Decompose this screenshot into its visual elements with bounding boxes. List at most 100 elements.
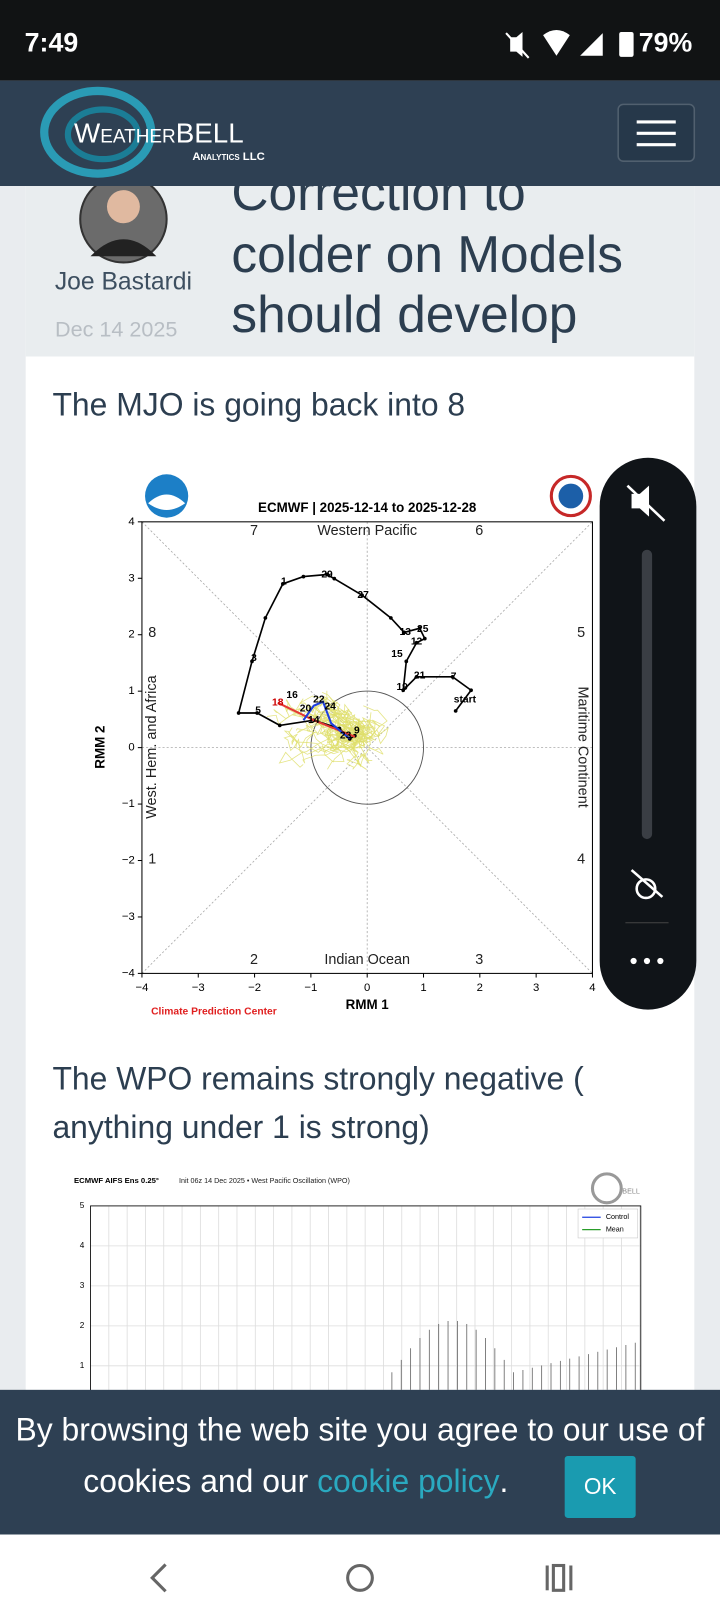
x-tick-label: 1 xyxy=(420,982,426,994)
day-label: 23 xyxy=(340,730,352,741)
phase-label: 8 xyxy=(148,625,156,641)
mute-slash xyxy=(626,484,666,522)
more-button[interactable] xyxy=(630,957,664,965)
volume-mute-button[interactable] xyxy=(631,485,650,517)
vibrate-button[interactable] xyxy=(635,878,657,900)
cookie-text: By browsing the web site you agree to ou… xyxy=(15,1412,704,1448)
phase-label: 5 xyxy=(577,625,585,641)
wifi-icon xyxy=(543,29,570,56)
chart-subtitle: Init 06z 14 Dec 2025 • West Pacific Osci… xyxy=(179,1176,350,1185)
y-tick-label: −3 xyxy=(122,911,135,923)
trajectory-point xyxy=(250,659,254,664)
vibrate-slash xyxy=(630,869,664,898)
noaa-wave xyxy=(148,494,186,510)
y-tick-label: 2 xyxy=(128,629,134,641)
status-time: 7:49 xyxy=(25,27,79,57)
day-label: 9 xyxy=(354,725,360,736)
x-tick-label: −4 xyxy=(135,982,148,994)
status-bar xyxy=(0,0,720,81)
logo-swirl xyxy=(64,106,141,163)
trajectory-point xyxy=(453,709,458,713)
volume-slider[interactable] xyxy=(641,549,653,840)
wpo-chart: BELL ECMWF AIFS Ens 0.25° Init 06z 14 Dec… xyxy=(74,1172,642,1396)
y-axis-label: RMM 2 xyxy=(92,725,107,768)
trajectory-point xyxy=(414,674,419,679)
mute-slash xyxy=(505,32,530,59)
ensemble-member xyxy=(301,711,356,741)
day-label: 3 xyxy=(251,653,257,664)
signal-icon xyxy=(580,33,603,56)
back-button[interactable] xyxy=(150,1563,167,1593)
y-tick-label: 1 xyxy=(80,1361,85,1370)
wb-logo xyxy=(590,1172,623,1205)
day-label: 12 xyxy=(411,636,423,647)
home-button[interactable] xyxy=(346,1563,374,1592)
y-tick-label: 2 xyxy=(80,1321,85,1330)
legend-label: Mean xyxy=(606,1225,624,1234)
day-label: start xyxy=(454,694,477,705)
y-tick-label: −2 xyxy=(122,854,135,866)
day-label: 13 xyxy=(400,627,412,638)
x-tick-label: 2 xyxy=(477,982,483,994)
cookie-link[interactable]: cookie policy xyxy=(317,1463,499,1499)
phase-label: 4 xyxy=(577,852,585,868)
section-heading: anything under 1 is strong) xyxy=(52,1109,429,1145)
trajectory-point xyxy=(332,576,337,581)
menu-icon xyxy=(636,120,676,147)
recents-button[interactable] xyxy=(545,1563,573,1592)
y-tick-label: 3 xyxy=(80,1281,85,1290)
y-tick-label: 4 xyxy=(80,1241,85,1250)
trajectory-point xyxy=(417,626,422,631)
phase-label: 6 xyxy=(475,523,483,539)
phase-label: 7 xyxy=(250,523,258,539)
ensemble-member xyxy=(283,734,351,754)
trajectory-point xyxy=(281,581,285,586)
y-tick-label: 3 xyxy=(128,572,134,584)
y-tick-label: 1 xyxy=(128,685,134,697)
ensemble-member xyxy=(338,714,381,745)
phase-label: 3 xyxy=(475,952,483,968)
trajectory-point xyxy=(402,630,407,635)
cookie-text: cookies and our cookie policy. xyxy=(83,1463,508,1499)
trajectory-point xyxy=(450,674,455,679)
region-label: Western Pacific xyxy=(317,523,417,539)
trajectory-point xyxy=(360,593,364,598)
day-label: 18 xyxy=(272,697,284,708)
ensemble-member xyxy=(278,742,358,768)
x-tick-label: −2 xyxy=(248,982,261,994)
y-tick-label: −4 xyxy=(122,967,135,979)
section-heading: The MJO is going back into 8 xyxy=(52,387,465,423)
avatar-suit xyxy=(90,239,157,257)
wb-logo-text: BELL xyxy=(622,1186,640,1195)
legend-box xyxy=(577,1208,639,1239)
post-title: should develop xyxy=(231,285,577,343)
mjo-chart: ECMWF | 2025-12-14 to 2025-12-28start721… xyxy=(92,474,596,1017)
unit-circle xyxy=(310,690,424,805)
day-label: 16 xyxy=(286,690,298,701)
day-label: 22 xyxy=(313,694,325,705)
trajectory-point xyxy=(401,688,406,693)
day-label: 7 xyxy=(451,672,457,683)
x-tick-label: −1 xyxy=(304,982,317,994)
trajectory-point xyxy=(469,688,473,693)
trajectory-point xyxy=(277,723,282,728)
legend-label: Control xyxy=(606,1212,630,1221)
cookie-text: . xyxy=(500,1463,509,1499)
y-tick-label: 5 xyxy=(80,1201,85,1210)
phase-label: 1 xyxy=(148,852,156,868)
post-title: colder on Models xyxy=(231,225,623,283)
cookie-text: cookies and our xyxy=(83,1463,317,1499)
x-tick-label: −3 xyxy=(192,982,205,994)
ok-button[interactable] xyxy=(564,1455,636,1518)
ensemble-member xyxy=(299,695,348,742)
author-name[interactable]: Joe Bastardi xyxy=(55,269,192,296)
trajectory-point xyxy=(263,616,268,620)
chart-title: ECMWF | 2025-12-14 to 2025-12-28 xyxy=(258,500,477,515)
ensemble-member xyxy=(329,697,370,746)
ensemble-member xyxy=(326,730,363,770)
control-run xyxy=(302,700,351,740)
day-label: 21 xyxy=(414,671,426,682)
site-logo-sub: Analytics LLC xyxy=(192,151,264,163)
site-logo[interactable]: WeatherBELL xyxy=(74,118,244,149)
